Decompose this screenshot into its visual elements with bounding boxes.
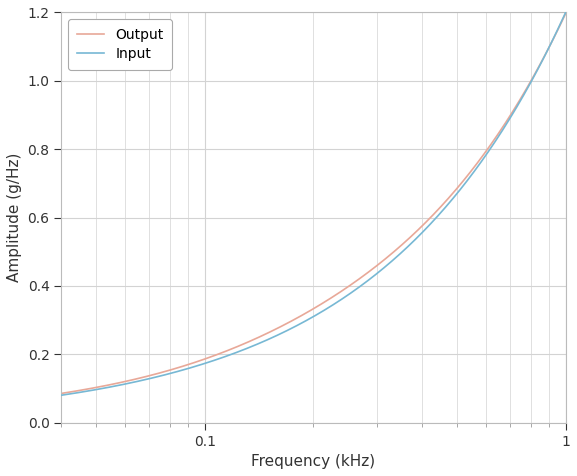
Output bbox=[460, 178, 467, 183]
Input bbox=[404, 244, 411, 250]
Output bbox=[280, 322, 287, 328]
Output bbox=[562, 11, 569, 17]
Output bbox=[404, 237, 411, 242]
Input bbox=[58, 392, 65, 398]
X-axis label: Frequency (kHz): Frequency (kHz) bbox=[252, 454, 376, 469]
Input bbox=[451, 194, 458, 199]
Legend: Output, Input: Output, Input bbox=[68, 20, 172, 69]
Output bbox=[451, 188, 458, 194]
Output bbox=[109, 381, 116, 387]
Output bbox=[58, 391, 65, 397]
Input bbox=[460, 182, 467, 188]
Output bbox=[262, 331, 269, 337]
Input bbox=[262, 338, 269, 344]
Y-axis label: Amplitude (g/Hz): Amplitude (g/Hz) bbox=[7, 153, 22, 282]
Input bbox=[562, 10, 569, 15]
Line: Input: Input bbox=[61, 12, 565, 395]
Line: Output: Output bbox=[61, 14, 565, 394]
Input bbox=[109, 384, 116, 389]
Input bbox=[280, 329, 287, 335]
